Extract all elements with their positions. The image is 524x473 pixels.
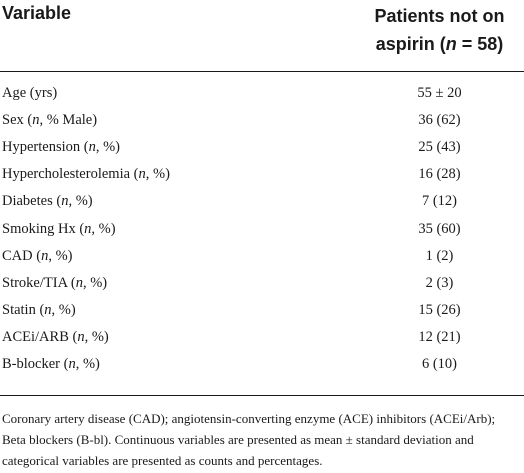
table-footnote: Coronary artery disease (CAD); angiotens… (2, 411, 496, 468)
row-label: Diabetes (n, %) (2, 188, 93, 215)
row-label-text: Hypercholesterolemia ( (2, 166, 139, 183)
row-label-n: n (41, 247, 49, 264)
table-row: Diabetes (n, %) 7 (12) (0, 188, 524, 215)
column-header-patients: Patients not on aspirin (n = 58) (357, 2, 522, 58)
row-label-n: n (75, 274, 83, 291)
row-label-n: n (138, 166, 146, 183)
row-label-n: n (77, 328, 85, 345)
table-row: B-blocker (n, %) 6 (10) (0, 351, 524, 378)
row-label: Smoking Hx (n, %) (2, 216, 116, 243)
row-label: B-blocker (n, %) (2, 351, 100, 378)
table-row: Smoking Hx (n, %) 35 (60) (0, 216, 524, 243)
row-label: ACEi/ARB (n, %) (2, 324, 109, 351)
row-value: 15 (26) (418, 301, 461, 318)
row-label-suffix: , %) (145, 166, 170, 183)
table-row: Hypercholesterolemia (n, %) 16 (28) (0, 161, 524, 188)
row-value: 35 (60) (418, 220, 461, 237)
row-label-suffix: , %) (48, 247, 73, 264)
row-label: Hypertension (n, %) (2, 134, 120, 161)
table-row: Statin (n, %) 15 (26) (0, 297, 524, 324)
row-label: Age (yrs) (2, 80, 57, 107)
row-label-text: Stroke/TIA ( (2, 274, 76, 291)
row-label-text: Diabetes ( (2, 193, 62, 210)
row-label-suffix: , %) (68, 193, 93, 210)
row-label: Stroke/TIA (n, %) (2, 270, 107, 297)
row-label-n: n (84, 220, 92, 237)
row-value: 1 (2) (425, 247, 454, 264)
row-label-suffix: , %) (82, 274, 108, 291)
row-label-text: B-blocker ( (2, 356, 69, 372)
column-header-line1: Patients not on (374, 6, 505, 26)
row-value: 2 (3) (425, 274, 454, 291)
bottom-rule (0, 395, 524, 396)
row-label: CAD (n, %) (2, 243, 73, 270)
row-label-suffix: , %) (95, 139, 120, 156)
row-value: 7 (12) (421, 193, 458, 210)
row-label-suffix: , %) (75, 356, 100, 372)
table-row: CAD (n, %) 1 (2) (0, 243, 524, 270)
row-value: 55 ± 20 (417, 85, 462, 101)
row-label-text: CAD ( (2, 247, 42, 264)
row-label-text: ACEi/ARB ( (2, 328, 78, 345)
row-label-text: Smoking Hx ( (2, 220, 85, 237)
row-label-text: Hypertension ( (2, 139, 89, 156)
row-label-n: n (32, 112, 40, 129)
column-header-variable: Variable (2, 3, 72, 23)
table-row: Stroke/TIA (n, %) 2 (3) (0, 270, 524, 297)
row-value: 6 (10) (421, 356, 458, 372)
row-label-n: n (61, 193, 69, 210)
row-value: 12 (21) (418, 328, 461, 345)
row-value: 36 (62) (418, 112, 461, 129)
row-label: Hypercholesterolemia (n, %) (2, 161, 170, 188)
row-label-n: n (44, 301, 52, 318)
row-label-text: Sex ( (2, 112, 33, 129)
column-header-n: n (445, 34, 457, 54)
row-value: 16 (28) (418, 166, 461, 183)
column-header-line2: aspirin (n = 58) (357, 30, 522, 58)
table-row: ACEi/ARB (n, %) 12 (21) (0, 324, 524, 351)
row-label: Statin (n, %) (2, 297, 76, 324)
row-label-suffix: , %) (91, 220, 116, 237)
column-header-line2-suffix: = 58) (456, 34, 504, 54)
header-rule (0, 71, 524, 72)
table-row: Hypertension (n, %) 25 (43) (0, 134, 524, 161)
row-label-text: Age (yrs) (2, 85, 58, 101)
row-label: Sex (n, % Male) (2, 107, 97, 134)
table-row: Sex (n, % Male) 36 (62) (0, 107, 524, 134)
row-value: 25 (43) (418, 139, 461, 156)
row-label-n: n (68, 356, 76, 372)
row-label-suffix: , % Male) (39, 112, 98, 129)
row-label-n: n (88, 139, 96, 156)
table-row: Age (yrs) 55 ± 20 (0, 80, 524, 107)
column-header-line2-prefix: aspirin ( (375, 34, 446, 54)
row-label-suffix: , %) (51, 301, 76, 318)
row-label-suffix: , %) (84, 328, 109, 345)
row-label-text: Statin ( (2, 301, 45, 318)
